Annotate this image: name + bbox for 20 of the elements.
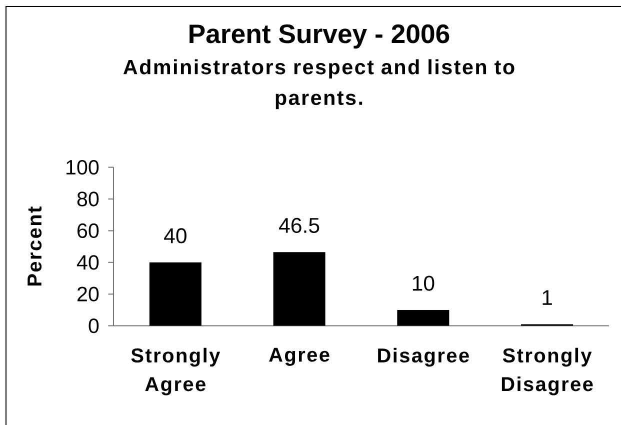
y-tick-label: 100 <box>66 160 99 175</box>
bar <box>149 262 202 326</box>
data-label: 1 <box>542 290 552 305</box>
x-tick-label: Strongly Agree <box>131 348 220 396</box>
x-tick-label: Agree <box>269 348 330 366</box>
data-label: 40 <box>164 228 186 244</box>
y-tick-label: 0 <box>88 318 99 334</box>
data-label: 10 <box>412 276 434 291</box>
y-tick-label: 20 <box>78 286 99 302</box>
x-tick-label: Strongly Disagree <box>502 348 593 396</box>
chart-subtitle: Administrators respect and listen to parents. <box>123 59 514 110</box>
bar <box>273 252 326 326</box>
chart-title: Parent Survey - 2006 <box>190 24 450 49</box>
y-tick-label: 80 <box>77 192 99 206</box>
y-tick-label: 60 <box>78 223 99 238</box>
data-label: 46.5 <box>279 218 320 233</box>
x-tick-label: Disagree <box>378 348 469 367</box>
bar <box>397 310 450 326</box>
y-axis-title: Percent <box>28 206 42 286</box>
y-tick-label: 40 <box>76 255 99 270</box>
